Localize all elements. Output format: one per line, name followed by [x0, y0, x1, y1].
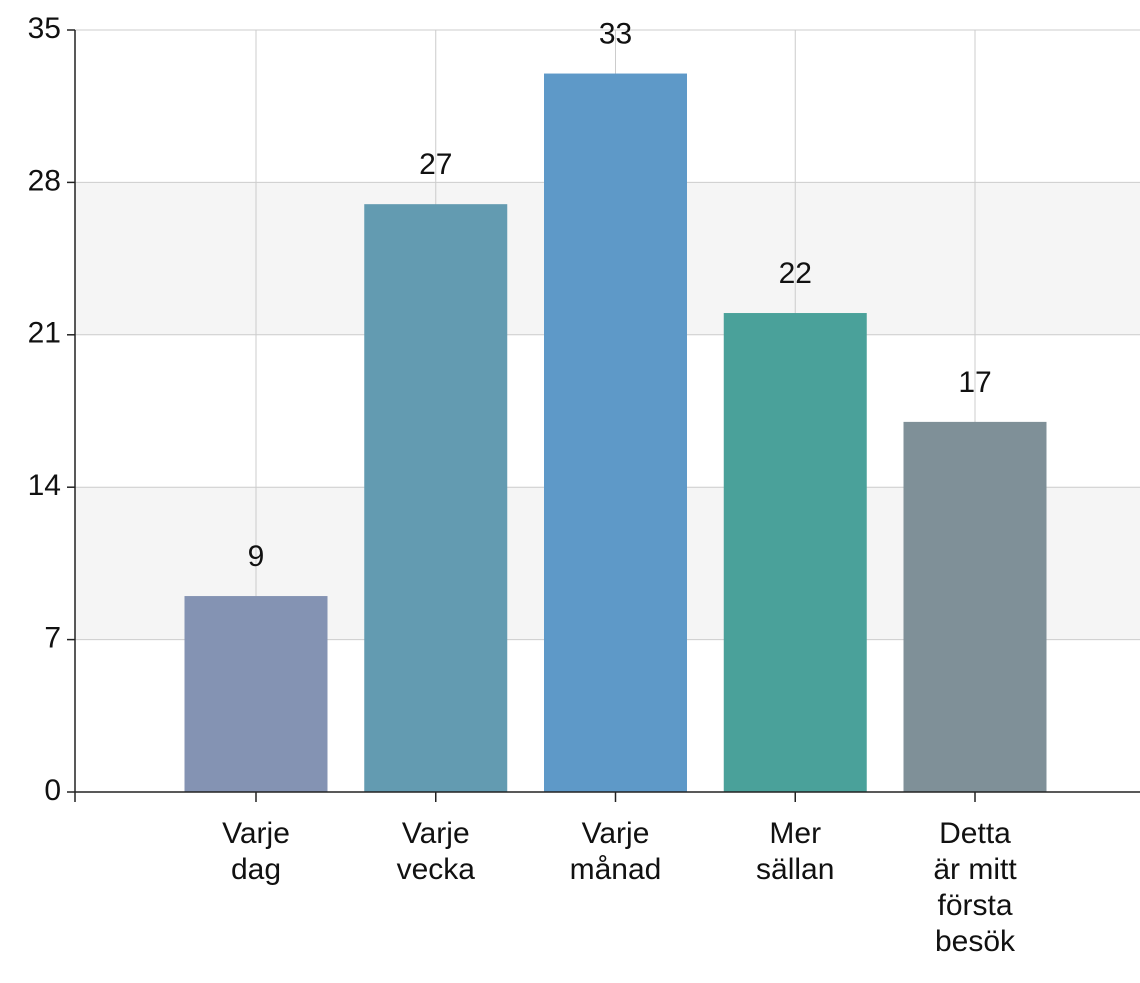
y-tick-label: 14: [28, 469, 61, 502]
y-tick-label: 35: [28, 12, 61, 45]
x-tick-label: Varje dag: [222, 817, 290, 886]
data-label: 9: [248, 540, 265, 573]
data-label: 22: [779, 257, 812, 290]
y-tick-label: 7: [44, 622, 61, 655]
bar: [364, 204, 508, 792]
x-tick-label: Detta är mitt första besök: [933, 817, 1017, 958]
y-tick-label: 28: [28, 164, 61, 197]
y-tick-label: 21: [28, 317, 61, 350]
data-label: 33: [599, 17, 632, 50]
y-tick-label: 0: [44, 774, 61, 807]
x-tick-label: Varje vecka: [396, 817, 475, 886]
bar: [544, 73, 687, 793]
x-tick-label: Varje månad: [569, 817, 662, 886]
bar: [903, 421, 1047, 792]
data-label: 17: [958, 366, 991, 399]
x-tick-label: Mer sällan: [756, 817, 835, 886]
bar: [184, 596, 328, 792]
data-label: 27: [419, 148, 452, 181]
bar: [723, 313, 867, 792]
